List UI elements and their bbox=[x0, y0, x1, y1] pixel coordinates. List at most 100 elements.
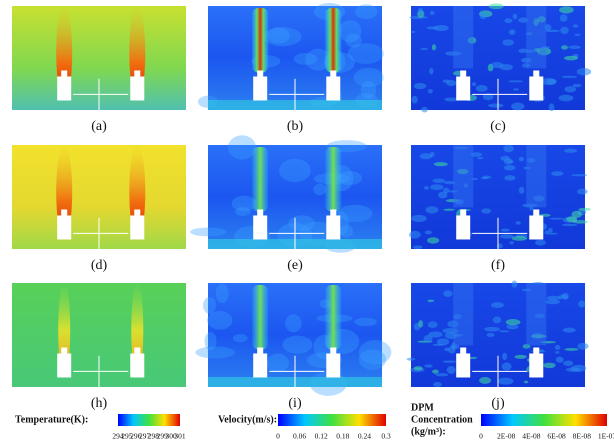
concentration-patch bbox=[547, 79, 557, 85]
concentration-patch bbox=[443, 360, 457, 362]
occupant-body bbox=[130, 353, 144, 377]
concentration-patch bbox=[480, 12, 487, 20]
concentration-patch bbox=[412, 96, 418, 104]
concentration-patch bbox=[476, 85, 488, 92]
colorbar-tick-label: 4E-08 bbox=[522, 432, 541, 441]
concentration-patch bbox=[503, 145, 514, 153]
panel-label: (h) bbox=[91, 396, 108, 411]
concentration-patch bbox=[504, 165, 516, 170]
panel-label: (f) bbox=[491, 258, 505, 273]
concentration-patch bbox=[562, 224, 577, 226]
colorbar-tick-label: 0.06 bbox=[293, 432, 306, 441]
concentration-patch bbox=[535, 240, 546, 246]
concentration-patch bbox=[413, 245, 423, 249]
plume bbox=[453, 145, 473, 207]
concentration-patch bbox=[424, 364, 433, 367]
concentration-patch bbox=[555, 345, 560, 350]
concentration-patch bbox=[571, 211, 582, 218]
velocity-patch bbox=[354, 318, 376, 327]
concentration-patch bbox=[545, 300, 560, 305]
contour-panel bbox=[190, 135, 382, 252]
concentration-patch bbox=[433, 344, 445, 346]
concentration-patch bbox=[427, 237, 439, 243]
concentration-patch bbox=[566, 367, 581, 372]
colorbar-title: Velocity(m/s): bbox=[218, 414, 277, 425]
occupant-body bbox=[529, 76, 543, 100]
concentration-patch bbox=[435, 373, 448, 376]
concentration-patch bbox=[547, 233, 557, 235]
concentration-patch bbox=[428, 331, 442, 337]
velocity-patch bbox=[313, 184, 326, 195]
concentration-patch bbox=[486, 333, 494, 337]
occupant-body bbox=[253, 76, 267, 100]
concentration-patch bbox=[479, 377, 491, 384]
concentration-patch bbox=[502, 39, 513, 45]
occupant-body bbox=[456, 215, 470, 239]
concentration-patch bbox=[432, 44, 436, 50]
panel-label: (a) bbox=[91, 119, 107, 134]
colorbar-title: (kg/m³): bbox=[411, 426, 446, 437]
concentration-patch bbox=[418, 320, 423, 327]
concentration-patch bbox=[444, 97, 458, 101]
contour-panel bbox=[12, 283, 186, 387]
concentration-patch bbox=[560, 27, 568, 34]
concentration-patch bbox=[512, 236, 527, 241]
velocity-patch bbox=[283, 336, 313, 354]
concentration-patch bbox=[564, 86, 576, 92]
concentration-patch bbox=[509, 29, 516, 35]
concentration-patch bbox=[577, 68, 591, 76]
panel-label: (d) bbox=[91, 258, 108, 273]
concentration-patch bbox=[559, 6, 574, 13]
contour-panel bbox=[195, 283, 391, 396]
concentration-patch bbox=[489, 3, 504, 9]
occupant-body bbox=[326, 215, 340, 239]
panel-label: (i) bbox=[288, 396, 302, 411]
concentration-patch bbox=[472, 82, 476, 86]
concentration-patch bbox=[549, 104, 555, 112]
occupant-head bbox=[61, 347, 67, 353]
colorbar-title: DPM bbox=[411, 402, 434, 413]
concentration-patch bbox=[578, 300, 585, 307]
velocity-patch bbox=[207, 311, 232, 330]
concentration-patch bbox=[493, 317, 502, 324]
velocity-patch bbox=[340, 225, 353, 238]
colorbar bbox=[278, 414, 386, 426]
concentration-patch bbox=[433, 25, 448, 31]
concentration-patch bbox=[504, 158, 513, 164]
colorbar-tick-label: 0 bbox=[479, 432, 483, 441]
concentration-patch bbox=[519, 157, 524, 161]
occupant-head bbox=[134, 209, 140, 215]
concentration-patch bbox=[443, 209, 455, 211]
velocity-patch bbox=[216, 284, 229, 304]
velocity-patch bbox=[359, 349, 387, 369]
colorbar-tick-label: 8E-08 bbox=[573, 432, 592, 441]
plume bbox=[252, 8, 268, 72]
concentration-patch bbox=[563, 361, 573, 367]
colorbar-tick-label: 0.24 bbox=[358, 432, 371, 441]
occupant-head bbox=[257, 70, 263, 76]
colorbar-tick-label: 1E-07 bbox=[598, 432, 614, 441]
colorbar-tick-label: 0.12 bbox=[315, 432, 328, 441]
concentration-patch bbox=[577, 189, 588, 195]
concentration-patch bbox=[560, 14, 568, 22]
occupant-body bbox=[57, 353, 71, 377]
concentration-patch bbox=[448, 346, 455, 354]
concentration-patch bbox=[498, 378, 514, 385]
concentration-patch bbox=[573, 24, 579, 27]
colorbar-tick-label: 0.18 bbox=[336, 432, 349, 441]
colorbar-tick-label: 6E-08 bbox=[547, 432, 566, 441]
concentration-patch bbox=[516, 221, 521, 225]
occupant-head bbox=[533, 347, 539, 353]
concentration-patch bbox=[551, 171, 563, 176]
concentration-patch bbox=[506, 319, 521, 325]
concentration-patch bbox=[519, 187, 525, 194]
concentration-patch bbox=[574, 34, 580, 36]
occupant-body bbox=[57, 215, 71, 239]
panel-label: (c) bbox=[490, 119, 506, 134]
panel-label: (e) bbox=[287, 258, 303, 273]
occupant-head bbox=[330, 347, 336, 353]
contour-panel bbox=[407, 281, 589, 387]
concentration-patch bbox=[578, 208, 591, 211]
colorbar-title: Temperature(K): bbox=[15, 414, 88, 425]
velocity-patch bbox=[288, 215, 314, 231]
